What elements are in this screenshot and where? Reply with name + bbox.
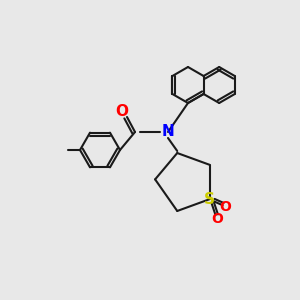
Text: N: N [162,124,174,140]
Text: O: O [212,212,224,226]
Text: O: O [220,200,232,214]
Text: S: S [204,192,215,207]
Text: O: O [116,104,128,119]
